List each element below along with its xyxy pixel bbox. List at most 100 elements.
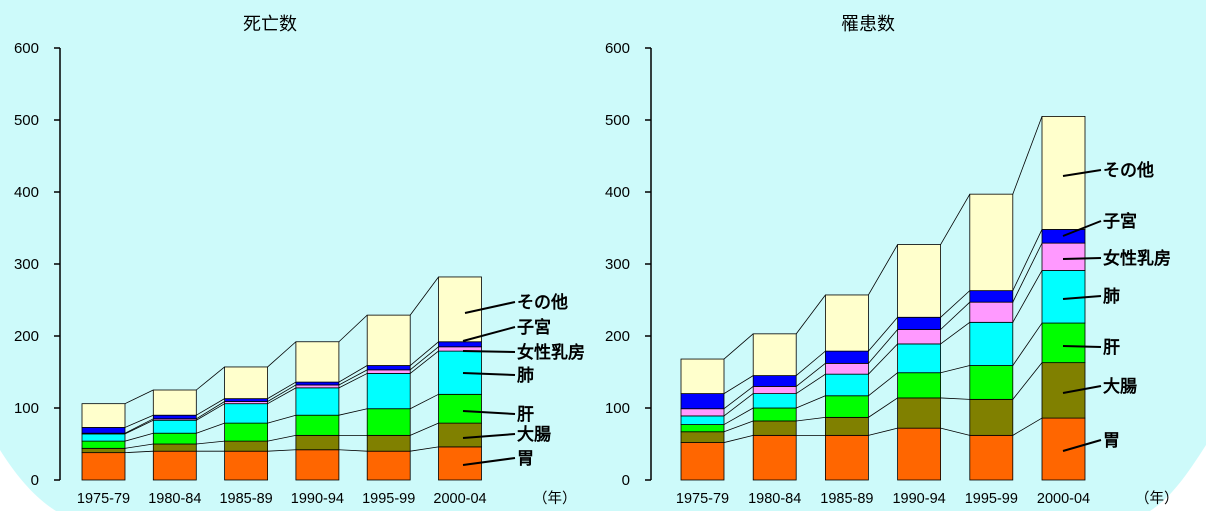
series-connector-line [124, 450, 154, 454]
bar-segment [295, 381, 340, 386]
series-label: 女性乳房 [517, 342, 585, 363]
x-axis-unit: （年） [533, 490, 577, 507]
series-connector-line [940, 365, 970, 374]
label-leader-line [464, 301, 516, 314]
bar-segment [897, 316, 941, 330]
series-connector-line [1012, 116, 1043, 195]
label-leader-line [462, 433, 516, 439]
y-tick-label: 200 [605, 328, 630, 345]
bar-segment [366, 434, 411, 452]
label-leader-line [462, 457, 516, 466]
series-connector-line [196, 401, 225, 420]
series-connector-line [940, 321, 971, 345]
y-tick-label: 0 [31, 472, 39, 489]
y-tick-label: 400 [605, 184, 630, 201]
series-connector-line [795, 363, 826, 387]
series-connector-line [267, 449, 296, 452]
bar-segment [897, 244, 941, 318]
series-connector-line [1012, 229, 1043, 291]
bar-segment [438, 393, 482, 424]
y-tick-label: 100 [14, 400, 39, 417]
bar-segment [969, 193, 1014, 292]
label-leader-line [1062, 295, 1102, 300]
bar-segment [969, 321, 1014, 366]
bar-segment [825, 373, 869, 397]
series-connector-line [338, 369, 368, 386]
bar-segment [366, 369, 411, 374]
label-leader-line [1062, 169, 1102, 177]
bar-segment [152, 432, 197, 445]
series-connector-line [868, 244, 898, 296]
series-connector-line [1012, 242, 1043, 303]
label-leader-line [462, 410, 516, 415]
bar-segment [224, 450, 269, 481]
series-connector-line [410, 422, 439, 436]
label-leader-line [1062, 439, 1102, 452]
bar-segment [897, 329, 941, 345]
chart-title: 死亡数 [243, 14, 297, 35]
series-connector-line [723, 393, 754, 417]
bar-segment [752, 385, 797, 394]
bar-segment [295, 449, 340, 481]
series-connector-line [267, 384, 297, 402]
x-tick-label: 1985-89 [820, 491, 873, 507]
bar-segment [438, 276, 482, 343]
bar-segment [224, 403, 269, 424]
label-leader-line [1062, 220, 1102, 237]
bar-segment [81, 403, 126, 428]
label-leader-line [462, 372, 516, 376]
bar-segment [438, 341, 482, 348]
series-connector-line [267, 434, 296, 442]
series-connector-line [409, 341, 439, 366]
bar-segment [680, 431, 725, 443]
y-tick-label: 200 [14, 328, 39, 345]
bar-segment [224, 422, 269, 442]
bar-segment [825, 350, 869, 364]
series-connector-line [940, 397, 970, 400]
series-connector-line [868, 427, 898, 436]
series-connector-line [795, 350, 826, 376]
x-axis-unit: （年） [1135, 490, 1179, 507]
label-leader-line [1062, 385, 1102, 394]
bar-segment [752, 375, 797, 387]
series-label: 大腸 [1103, 376, 1137, 397]
series-connector-line [868, 317, 898, 352]
bar-segment [825, 434, 869, 481]
series-connector-line [1012, 417, 1043, 436]
series-connector-line [868, 397, 898, 418]
series-connector-line [940, 301, 971, 330]
series-connector-line [124, 432, 154, 442]
series-label: 肺 [517, 366, 534, 386]
x-tick-label: 1985-89 [219, 491, 272, 507]
series-label: 肝 [517, 405, 534, 425]
bar-segment [224, 366, 269, 400]
x-tick-label: 1990-94 [892, 491, 945, 507]
bar-segment [897, 372, 941, 399]
y-tick-label: 600 [14, 40, 39, 57]
x-tick-label: 2000-04 [433, 491, 486, 507]
x-tick-label: 1995-99 [362, 491, 415, 507]
bar-segment [1041, 322, 1086, 364]
x-tick-label: 1995-99 [965, 491, 1018, 507]
y-tick-label: 100 [605, 400, 630, 417]
series-connector-line [124, 419, 154, 435]
series-label: 胃 [517, 449, 534, 469]
series-connector-line [409, 350, 439, 374]
series-connector-line [409, 346, 439, 371]
bar-segment [752, 434, 797, 481]
series-connector-line [196, 440, 225, 445]
bar-segment [1041, 242, 1086, 271]
chart-title: 罹患数 [841, 14, 895, 35]
y-tick-label: 400 [14, 184, 39, 201]
y-tick-label: 300 [14, 256, 39, 273]
bar-segment [366, 365, 411, 371]
bar-segment [438, 422, 482, 448]
series-connector-line [940, 193, 971, 245]
bar-segment [680, 442, 725, 481]
bar-segment [224, 398, 269, 402]
label-leader-line [1062, 345, 1102, 348]
series-connector-line [124, 389, 154, 405]
label-leader-line [1062, 257, 1102, 260]
